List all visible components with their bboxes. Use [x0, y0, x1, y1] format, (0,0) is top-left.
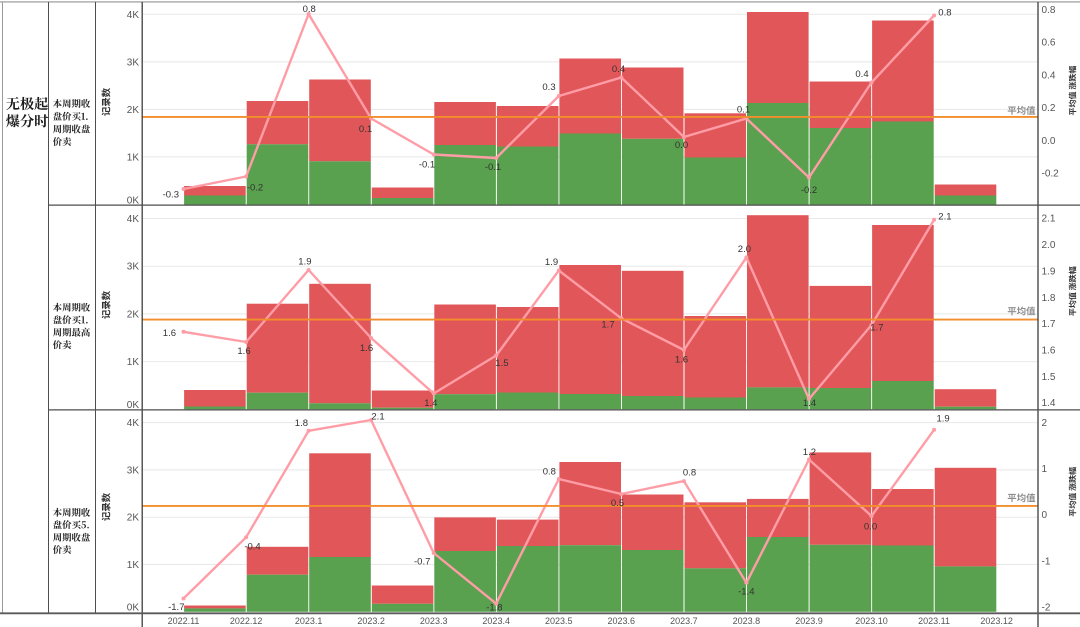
svg-text:2023.9: 2023.9	[795, 616, 823, 626]
svg-text:0.1: 0.1	[737, 104, 750, 115]
svg-text:0.4: 0.4	[855, 69, 868, 80]
svg-text:2023.4: 2023.4	[482, 616, 510, 626]
svg-text:3K: 3K	[127, 262, 140, 273]
svg-text:1: 1	[1042, 464, 1048, 475]
svg-text:0.4: 0.4	[1042, 70, 1056, 81]
svg-text:-1.4: -1.4	[738, 587, 754, 598]
svg-text:1.9: 1.9	[298, 257, 311, 268]
svg-text:-0.2: -0.2	[801, 185, 817, 196]
svg-text:0K: 0K	[127, 400, 140, 411]
svg-text:1.4: 1.4	[424, 398, 437, 409]
svg-text:2022.11: 2022.11	[168, 616, 200, 626]
svg-text:1K: 1K	[127, 152, 140, 163]
svg-text:1K: 1K	[127, 560, 140, 571]
svg-text:1.2: 1.2	[803, 447, 816, 458]
svg-text:1K: 1K	[127, 357, 140, 368]
svg-text:1.6: 1.6	[1042, 346, 1056, 357]
svg-text:0.8: 0.8	[543, 467, 556, 478]
svg-text:2.1: 2.1	[371, 411, 384, 422]
svg-text:2023.12: 2023.12	[980, 616, 1013, 626]
svg-text:-0.4: -0.4	[244, 541, 260, 552]
svg-text:0.4: 0.4	[612, 64, 625, 75]
svg-text:2K: 2K	[127, 513, 140, 524]
svg-text:2.0: 2.0	[738, 244, 751, 255]
svg-text:2023.2: 2023.2	[357, 616, 385, 626]
svg-text:0.5: 0.5	[611, 498, 624, 509]
svg-text:0.8: 0.8	[303, 4, 316, 15]
svg-text:0.0: 0.0	[864, 522, 877, 533]
svg-text:0K: 0K	[127, 195, 140, 206]
svg-text:-1.7: -1.7	[168, 602, 184, 613]
svg-text:0.6: 0.6	[1042, 38, 1056, 49]
svg-text:-0.1: -0.1	[485, 162, 501, 173]
svg-text:2: 2	[1042, 418, 1048, 429]
svg-text:4K: 4K	[127, 214, 140, 225]
svg-text:4K: 4K	[127, 10, 140, 21]
svg-text:0.1: 0.1	[359, 124, 372, 135]
svg-text:-0.2: -0.2	[247, 182, 263, 193]
svg-text:1.6: 1.6	[237, 346, 250, 357]
svg-text:2K: 2K	[127, 309, 140, 320]
svg-text:2023.5: 2023.5	[545, 616, 573, 626]
svg-text:-0.1: -0.1	[419, 159, 435, 170]
svg-text:2022.12: 2022.12	[230, 616, 263, 626]
svg-text:0.8: 0.8	[683, 468, 696, 479]
svg-text:3K: 3K	[127, 57, 140, 68]
svg-text:1.4: 1.4	[1042, 398, 1056, 409]
svg-text:0.8: 0.8	[1042, 5, 1056, 16]
svg-text:4K: 4K	[127, 418, 140, 429]
svg-text:0.3: 0.3	[542, 82, 555, 93]
svg-text:-0.3: -0.3	[163, 189, 179, 200]
svg-text:1.9: 1.9	[1042, 266, 1056, 277]
svg-text:1.6: 1.6	[675, 354, 688, 365]
svg-text:1.8: 1.8	[1042, 293, 1056, 304]
svg-text:0K: 0K	[127, 603, 140, 614]
svg-text:1.6: 1.6	[360, 343, 373, 354]
svg-text:-0.7: -0.7	[414, 557, 430, 568]
svg-text:0.8: 0.8	[938, 7, 951, 18]
svg-text:2.1: 2.1	[938, 212, 951, 223]
svg-text:1.7: 1.7	[870, 323, 883, 334]
svg-text:-0.2: -0.2	[1042, 169, 1060, 180]
svg-text:1.5: 1.5	[495, 358, 508, 369]
svg-text:1.7: 1.7	[601, 320, 614, 331]
svg-text:-1: -1	[1042, 556, 1051, 567]
svg-text:0.2: 0.2	[1042, 103, 1056, 114]
svg-text:2023.1: 2023.1	[295, 616, 323, 626]
svg-text:2023.7: 2023.7	[670, 616, 698, 626]
svg-text:2.1: 2.1	[1042, 214, 1056, 225]
svg-text:0.0: 0.0	[1042, 136, 1056, 147]
svg-text:1.7: 1.7	[1042, 319, 1056, 330]
svg-text:1.9: 1.9	[545, 257, 558, 268]
svg-text:2K: 2K	[127, 105, 140, 116]
svg-text:1.8: 1.8	[295, 418, 308, 429]
svg-text:3K: 3K	[127, 465, 140, 476]
svg-text:0.0: 0.0	[675, 140, 688, 151]
svg-text:1.4: 1.4	[803, 398, 816, 409]
svg-text:2023.11: 2023.11	[918, 616, 950, 626]
svg-text:2023.10: 2023.10	[855, 616, 888, 626]
svg-text:2023.6: 2023.6	[608, 616, 636, 626]
svg-text:2023.3: 2023.3	[420, 616, 448, 626]
svg-text:1.5: 1.5	[1042, 372, 1056, 383]
svg-text:2.0: 2.0	[1042, 240, 1056, 251]
svg-text:1.6: 1.6	[163, 328, 176, 339]
svg-text:1.9: 1.9	[936, 414, 949, 425]
svg-text:-2: -2	[1042, 602, 1051, 613]
svg-text:0: 0	[1042, 510, 1048, 521]
svg-text:2023.8: 2023.8	[733, 616, 761, 626]
svg-text:-1.8: -1.8	[486, 602, 502, 613]
